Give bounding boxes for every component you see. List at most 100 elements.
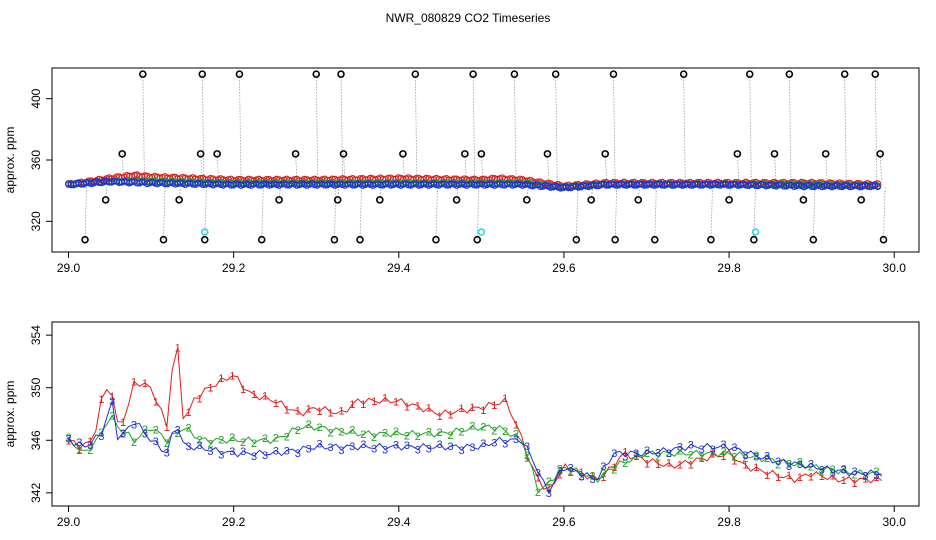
- bottom-series-1-marker: 1: [677, 459, 683, 471]
- bottom-series-3-marker: 3: [186, 441, 192, 453]
- bottom-series-1-marker: 1: [841, 475, 847, 487]
- flask-connector: [295, 153, 298, 185]
- flask-point: [198, 70, 207, 78]
- top-ytick-label: 320: [29, 211, 43, 231]
- flask-point: [175, 196, 183, 204]
- bottom-series-2-marker: 2: [873, 466, 879, 478]
- top-xtick-label: 30.0: [883, 261, 907, 275]
- flask-point: [522, 196, 531, 204]
- bottom-series-3-marker: 3: [786, 461, 792, 473]
- bottom-series-1-marker: 1: [819, 471, 825, 483]
- bottom-series-1-marker: 1: [720, 451, 726, 463]
- bottom-series-2-marker: 2: [491, 425, 497, 437]
- top-xtick-label: 29.8: [717, 261, 741, 275]
- bottom-series-3-marker: 3: [720, 439, 726, 451]
- bottom-series-3-marker: 3: [251, 451, 257, 463]
- bottom-series-1-marker: 1: [207, 382, 213, 394]
- bottom-series-2-marker: 2: [633, 449, 639, 461]
- top-ylabel: approx. ppm: [3, 127, 17, 194]
- bottom-series-3-marker: 3: [568, 462, 574, 474]
- top-panel: approx. ppm 29.0 29.2 29.4 29.6 29.8 30.0 320…: [3, 67, 920, 275]
- bottom-series-1-marker: 1: [262, 390, 268, 402]
- bottom-series-3-marker: 3: [797, 459, 803, 471]
- bottom-series-3-marker: 3: [491, 437, 497, 449]
- bottom-series-3-marker: 3: [644, 445, 650, 457]
- bottom-series-3-marker: 3: [393, 440, 399, 452]
- flask-connector: [613, 74, 616, 185]
- figure-title: NWR_080829 CO2 Timeseries: [386, 11, 551, 25]
- bottom-series-2-marker: 2: [196, 435, 202, 447]
- flask-connector: [575, 186, 579, 240]
- flask-connector: [736, 153, 740, 185]
- top-series-3-point: [874, 183, 882, 191]
- flask-connector: [402, 153, 405, 185]
- bottom-series-2-marker: 2: [415, 431, 421, 443]
- bottom-series-2-marker: 2: [535, 487, 541, 499]
- bottom-series-1-marker: 1: [404, 402, 410, 414]
- flask-connector: [514, 74, 517, 185]
- flask-connector: [749, 74, 752, 185]
- flask-connector: [201, 74, 205, 184]
- bottom-series-3-marker: 3: [196, 440, 202, 452]
- bottom-series-1-marker: 1: [764, 470, 770, 482]
- bottom-series-2-marker: 2: [65, 432, 71, 444]
- flask-connector: [683, 74, 686, 185]
- bottom-series-2-marker: 2: [175, 428, 181, 440]
- bottom-series-2-marker: 2: [644, 448, 650, 460]
- bottom-ytick-label: 346: [29, 430, 43, 450]
- flask-point: [634, 196, 643, 204]
- bottom-series-2-marker: 2: [655, 452, 661, 464]
- bottom-series-2-marker: 2: [317, 422, 323, 434]
- bottom-series-3-marker: 3: [131, 419, 137, 431]
- bottom-xtick-label: 29.0: [57, 515, 81, 529]
- flask-connector: [654, 184, 657, 240]
- flask-point: [543, 150, 552, 158]
- bottom-series-3-marker: 3: [306, 443, 312, 455]
- bottom-series-3-marker: 3: [338, 445, 344, 457]
- cyan-point: [751, 228, 760, 236]
- bottom-series-2-marker: 2: [677, 445, 683, 457]
- flask-point: [196, 150, 205, 158]
- bottom-series-2-line: [68, 414, 883, 493]
- flask-point: [857, 196, 866, 204]
- bottom-series-3-marker: 3: [655, 448, 661, 460]
- bottom-series-3-marker: 3: [524, 441, 530, 453]
- bottom-xtick-label: 29.4: [387, 515, 411, 529]
- bottom-series-1-marker: 1: [349, 399, 355, 411]
- bottom-series-2-marker: 2: [273, 433, 279, 445]
- bottom-series-2-marker: 2: [524, 450, 530, 462]
- bottom-series-2-marker: 2: [240, 437, 246, 449]
- bottom-series-2-marker: 2: [207, 439, 213, 451]
- flask-point: [799, 196, 808, 204]
- bottom-series-1-marker: 1: [589, 470, 595, 482]
- flask-connector: [879, 153, 883, 187]
- bottom-series-1-marker: 1: [600, 472, 606, 484]
- flask-point: [139, 70, 147, 78]
- flask-connector: [614, 184, 618, 240]
- flask-connector: [343, 153, 346, 185]
- bottom-series-2-marker: 2: [851, 470, 857, 482]
- bottom-series-3-marker: 3: [273, 445, 279, 457]
- bottom-series-1-marker: 1: [830, 470, 836, 482]
- flask-point: [101, 196, 110, 204]
- bottom-series-3-marker: 3: [317, 439, 323, 451]
- flask-point: [821, 150, 830, 158]
- bottom-series-1-marker: 1: [437, 411, 443, 423]
- flask-point: [339, 150, 348, 158]
- flask-point: [411, 70, 420, 78]
- bottom-series-2-marker: 2: [218, 434, 224, 446]
- bottom-series-2-marker: 2: [764, 453, 770, 465]
- flask-point: [750, 235, 758, 244]
- flask-connector: [555, 74, 558, 187]
- flask-point: [159, 235, 168, 244]
- bottom-series-2-marker: 2: [382, 427, 388, 439]
- flask-point: [330, 235, 339, 244]
- bottom-series-1-marker: 1: [196, 393, 202, 405]
- bottom-series-1-line: [68, 347, 883, 490]
- bottom-series-2-marker: 2: [306, 419, 312, 431]
- bottom-series-2-marker: 2: [448, 430, 454, 442]
- bottom-series-2-marker: 2: [404, 431, 410, 443]
- flask-point: [235, 70, 244, 78]
- bottom-series-3-marker: 3: [349, 441, 355, 453]
